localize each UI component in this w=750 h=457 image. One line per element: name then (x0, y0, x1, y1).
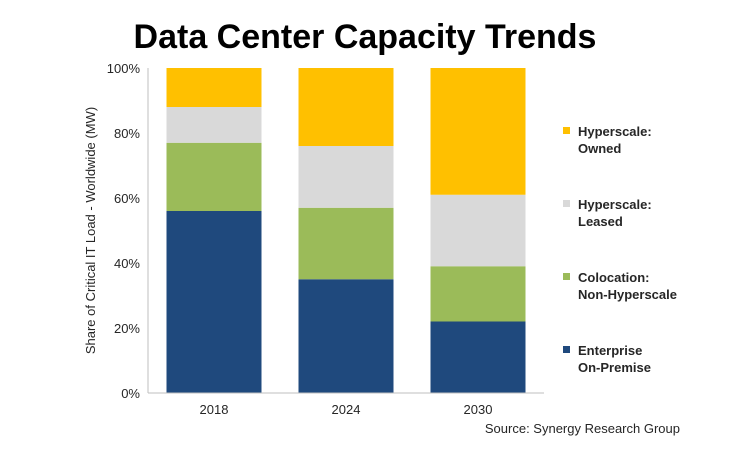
legend-label: Hyperscale: (578, 197, 652, 212)
source-note: Source: Synergy Research Group (484, 421, 680, 436)
legend-label: Enterprise (578, 343, 642, 358)
bar-segment (166, 107, 262, 143)
y-axis: 0% 20% 40% 60% 80% 100% Share of Critical IT L… (83, 61, 149, 401)
legend-label: Non-Hyperscale (578, 287, 677, 302)
legend-swatch (563, 273, 570, 280)
bar-segment (430, 266, 526, 322)
bars (166, 68, 526, 393)
y-tick-label: 80% (114, 126, 140, 141)
x-axis: 2018 2024 2030 (148, 392, 544, 417)
bar-segment (430, 321, 526, 393)
bar-segment (430, 68, 526, 195)
y-tick-label: 0% (121, 386, 140, 401)
x-tick-label: 2024 (332, 402, 361, 417)
legend: Hyperscale: Owned Hyperscale: Leased Colocat… (563, 124, 677, 375)
y-axis-title: Share of Critical IT Load - Worldwide (M… (83, 107, 98, 354)
y-tick-label: 100% (107, 61, 141, 76)
x-tick-label: 2030 (464, 402, 493, 417)
legend-label: Colocation: (578, 270, 650, 285)
bar-segment (430, 194, 526, 267)
legend-swatch (563, 346, 570, 353)
bar-segment (166, 211, 262, 393)
bar-segment (298, 207, 394, 280)
chart-title: Data Center Capacity Trends (133, 18, 597, 56)
bar-segment (298, 279, 394, 393)
legend-swatch (563, 127, 570, 134)
legend-label: Hyperscale: (578, 124, 652, 139)
y-tick-label: 20% (114, 321, 140, 336)
legend-label: Leased (578, 214, 623, 229)
bar-segment (166, 142, 262, 211)
y-tick-label: 60% (114, 191, 140, 206)
y-tick-label: 40% (114, 256, 140, 271)
bar-segment (298, 146, 394, 208)
x-tick-label: 2018 (200, 402, 229, 417)
legend-label: On-Premise (578, 360, 651, 375)
bar-segment (298, 68, 394, 146)
bar-segment (166, 68, 262, 107)
legend-label: Owned (578, 141, 621, 156)
legend-swatch (563, 200, 570, 207)
